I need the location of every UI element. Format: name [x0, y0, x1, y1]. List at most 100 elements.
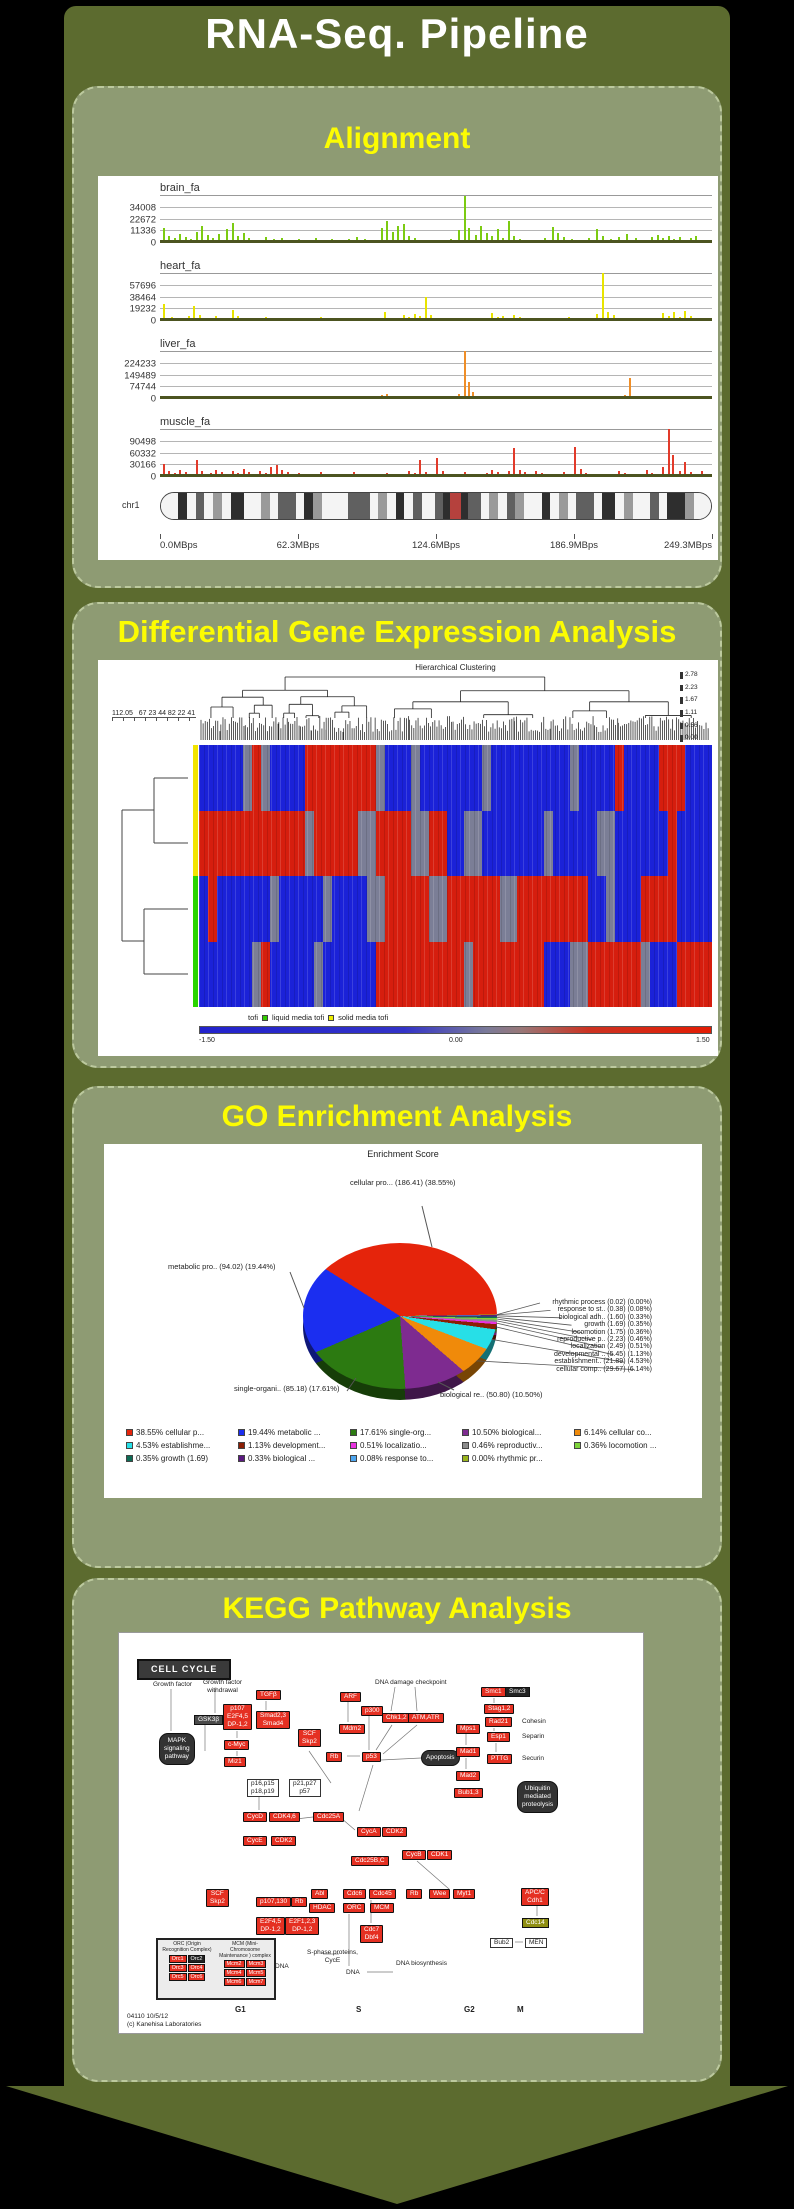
coverage-bar — [231, 471, 234, 474]
chromosome-band — [460, 493, 468, 519]
coverage-bar — [656, 235, 659, 240]
dge-title: Differential Gene Expression Analysis — [117, 614, 677, 649]
chromosome-band — [187, 493, 196, 519]
chromosome-band — [313, 493, 322, 519]
dendrogram-scale-left: 112.05 67 23 44 82 22 41 — [112, 710, 196, 721]
go-plot-title: Enrichment Score — [367, 1149, 439, 1159]
chromosome-ideogram — [160, 492, 712, 520]
legend-label: 0.46% reproductiv... — [472, 1441, 543, 1450]
coverage-bar — [270, 466, 273, 474]
chromosome-band — [632, 493, 651, 519]
heatmap-segment — [490, 745, 571, 811]
coverage-bar — [524, 472, 527, 474]
heatmap-segment — [473, 941, 544, 1007]
track-label: liver_fa — [160, 338, 196, 350]
kegg-node-rb: Rb — [291, 1897, 308, 1908]
coverage-bar — [237, 473, 240, 474]
pie-callout-stack-label: rhythmic process (0.02) (0.00%) — [552, 1299, 652, 1306]
edge-line — [380, 1757, 422, 1761]
kegg-node-atm-atr: ATM,ATR — [408, 1713, 444, 1724]
orc-cell: Orc3 — [168, 1963, 187, 1972]
chromosome-band — [321, 493, 348, 519]
heatmap-segment — [269, 876, 279, 942]
heatmap-segment — [375, 745, 385, 811]
heatmap-segment — [252, 745, 261, 811]
panel-dge: Differential Gene Expression Analysis Hi… — [72, 602, 722, 1068]
coverage-bar — [383, 311, 386, 318]
cluster-group-bars — [193, 745, 198, 1007]
coverage-bar — [518, 239, 521, 240]
legend-label: 38.55% cellular p... — [136, 1428, 205, 1437]
kegg-node-wee: Wee — [429, 1889, 451, 1900]
coverage-bar — [413, 314, 416, 318]
mcm-header: MCM (Mini-Chromosome Maintenance ) compl… — [219, 1941, 271, 1959]
coverage-bar — [485, 232, 488, 240]
coverage-bar — [413, 238, 416, 240]
kegg-node-cdc25a: Cdc25A — [313, 1812, 345, 1823]
expression-heatmap — [199, 745, 712, 1007]
genome-track-liver_fa: liver_fa 224233 149489 74744 0 — [98, 338, 718, 405]
coverage-bar — [626, 233, 629, 240]
coverage-bar — [259, 471, 262, 474]
heatmap-segment — [517, 876, 544, 942]
heatmap-segment — [605, 876, 615, 942]
kegg-node-dna-damage-checkpoint: DNA damage checkpoint — [375, 1679, 447, 1686]
go-title: GO Enrichment Analysis — [221, 1100, 573, 1133]
kegg-footer: 04110 10/5/12 (c) Kanehisa Laboratories — [127, 2013, 202, 2029]
legend-label: 0.08% response to... — [360, 1454, 434, 1463]
coverage-bar — [496, 472, 499, 474]
orc-grid: Orc1 Orc2 Orc3 Orc4 Orc5 Orc6 — [168, 1954, 206, 1981]
coverage-bar — [215, 470, 218, 474]
go-legend-item: 38.55% cellular p... — [126, 1428, 238, 1437]
coverage-bar — [596, 314, 599, 318]
axis-label: 0.0MBps — [160, 540, 198, 551]
chromosome-band — [650, 493, 659, 519]
track-baseline — [160, 474, 712, 477]
coverage-bar — [587, 238, 590, 240]
left-scale-value-a: 112.05 — [112, 710, 133, 717]
coverage-bar — [551, 226, 554, 240]
coverage-bar — [601, 273, 604, 318]
legend-swatch — [350, 1455, 357, 1462]
orc-cell: Orc4 — [187, 1963, 206, 1972]
axis-tick-label: 19232 — [129, 303, 156, 315]
go-legend: 38.55% cellular p... 19.44% metabolic ...… — [126, 1428, 686, 1463]
dge-plot-area: Hierarchical Clustering 2.78 2.23 1.67 1.11… — [98, 660, 718, 1056]
dendrogram-scale-right: 2.78 2.23 1.67 1.11 0.56 0.00 — [680, 671, 716, 742]
coverage-bar — [231, 223, 234, 240]
heatmap-segment — [269, 941, 314, 1007]
dge-legend-items: liquid media tofi solid media tofi — [262, 1013, 388, 1022]
chromosome-band — [480, 493, 490, 519]
heatmap-segment — [428, 876, 447, 942]
heatmap-segment — [411, 810, 429, 876]
edge-line — [308, 1750, 332, 1784]
coverage-bar — [574, 446, 576, 474]
heatmap-segment — [588, 876, 606, 942]
chromosome-band — [541, 493, 551, 519]
chromosome-band — [378, 493, 387, 519]
track-plot: 57696 38464 19232 0 — [130, 273, 712, 327]
coverage-bar — [618, 237, 621, 240]
gridline — [160, 452, 712, 454]
coverage-bar — [217, 234, 220, 240]
heatmap-segment — [243, 745, 253, 811]
coverage-bar — [518, 470, 521, 474]
gridline — [160, 440, 712, 442]
legend-swatch — [574, 1442, 581, 1449]
legend-swatch — [574, 1429, 581, 1436]
legend-label: 19.44% metabolic ... — [248, 1428, 321, 1437]
gridline — [160, 284, 712, 286]
legend-swatch — [462, 1442, 469, 1449]
coverage-bar — [248, 238, 251, 240]
pie-leader-lines — [289, 1205, 635, 1392]
coverage-bar — [618, 471, 621, 474]
gridline — [160, 218, 712, 220]
colorbar-mid: 0.00 — [449, 1037, 463, 1044]
coverage-bar — [557, 232, 560, 240]
axis-tick-label: 11336 — [130, 225, 156, 237]
legend-swatch — [350, 1442, 357, 1449]
coverage-bar — [171, 317, 174, 318]
kegg-node-mad2: Mad2 — [456, 1771, 481, 1782]
right-scale-label: 1.67 — [680, 697, 698, 704]
